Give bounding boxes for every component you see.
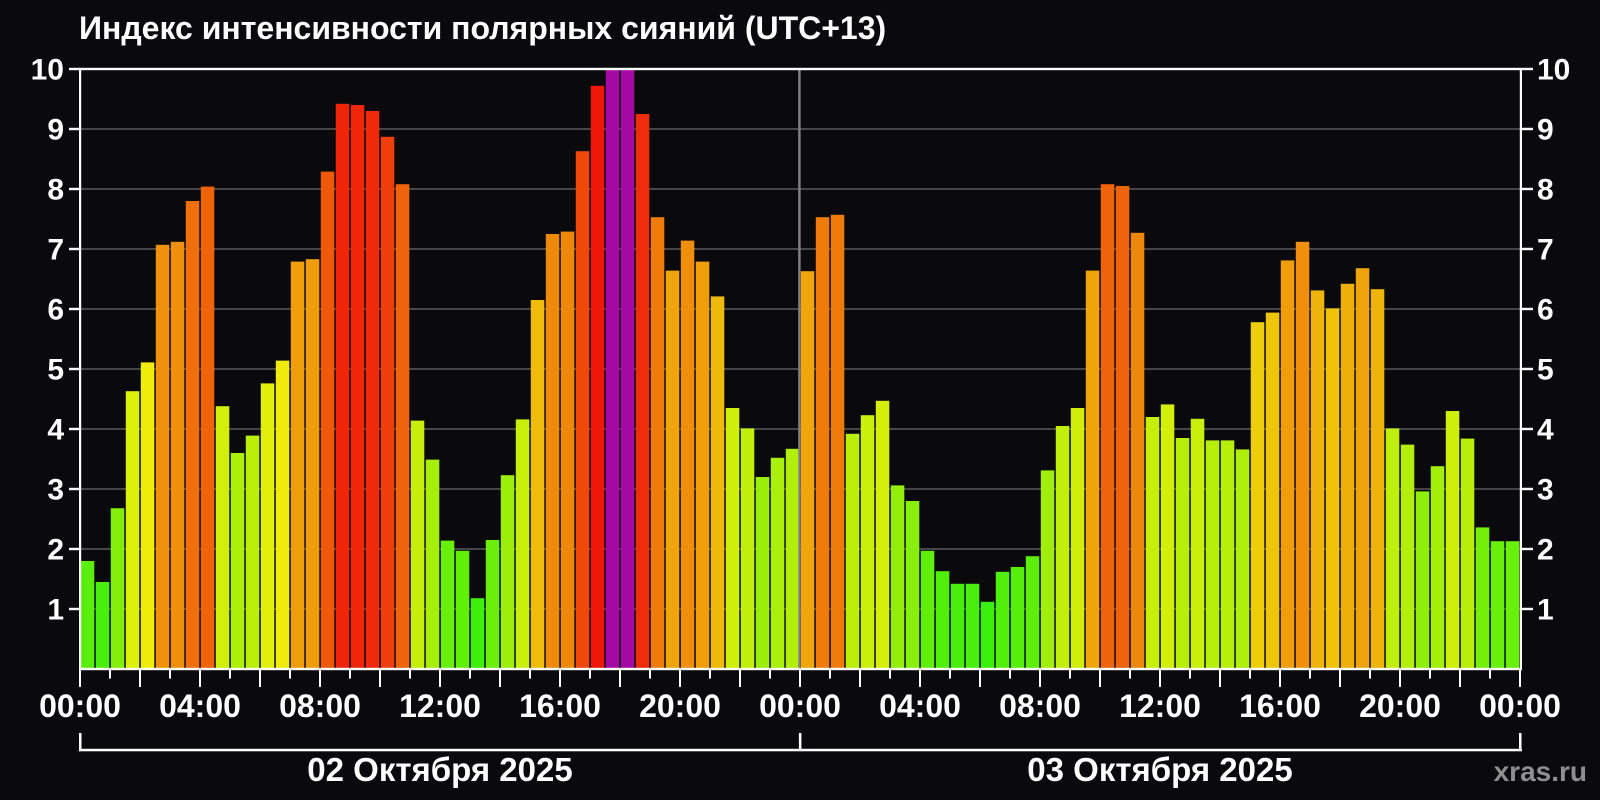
svg-text:3: 3: [47, 474, 64, 507]
svg-text:08:00: 08:00: [279, 688, 361, 724]
svg-text:20:00: 20:00: [1359, 688, 1441, 724]
svg-text:16:00: 16:00: [519, 688, 601, 724]
svg-text:12:00: 12:00: [399, 688, 481, 724]
svg-text:1: 1: [1537, 594, 1554, 627]
svg-text:12:00: 12:00: [1119, 688, 1201, 724]
svg-text:20:00: 20:00: [639, 688, 721, 724]
svg-text:4: 4: [47, 414, 64, 447]
svg-text:3: 3: [1537, 474, 1554, 507]
svg-text:7: 7: [1537, 234, 1554, 267]
svg-text:00:00: 00:00: [759, 688, 841, 724]
svg-text:Индекс интенсивности полярных: Индекс интенсивности полярных сияний (UT…: [79, 10, 886, 46]
svg-text:xras.ru: xras.ru: [1494, 756, 1587, 787]
svg-text:2: 2: [47, 534, 64, 567]
svg-text:4: 4: [1537, 414, 1554, 447]
svg-text:04:00: 04:00: [879, 688, 961, 724]
svg-text:9: 9: [47, 114, 64, 147]
svg-text:5: 5: [47, 354, 64, 387]
svg-text:10: 10: [31, 54, 64, 87]
svg-text:6: 6: [1537, 294, 1554, 327]
svg-text:6: 6: [47, 294, 64, 327]
svg-text:8: 8: [47, 174, 64, 207]
svg-text:8: 8: [1537, 174, 1554, 207]
svg-text:16:00: 16:00: [1239, 688, 1321, 724]
svg-text:00:00: 00:00: [39, 688, 121, 724]
svg-text:00:00: 00:00: [1479, 688, 1561, 724]
svg-text:2: 2: [1537, 534, 1554, 567]
svg-text:08:00: 08:00: [999, 688, 1081, 724]
svg-text:9: 9: [1537, 114, 1554, 147]
svg-text:5: 5: [1537, 354, 1554, 387]
svg-text:1: 1: [47, 594, 64, 627]
svg-text:03 Октября 2025: 03 Октября 2025: [1027, 751, 1292, 788]
svg-text:10: 10: [1537, 54, 1570, 87]
svg-text:02 Октября 2025: 02 Октября 2025: [307, 751, 572, 788]
svg-text:04:00: 04:00: [159, 688, 241, 724]
svg-text:7: 7: [47, 234, 64, 267]
